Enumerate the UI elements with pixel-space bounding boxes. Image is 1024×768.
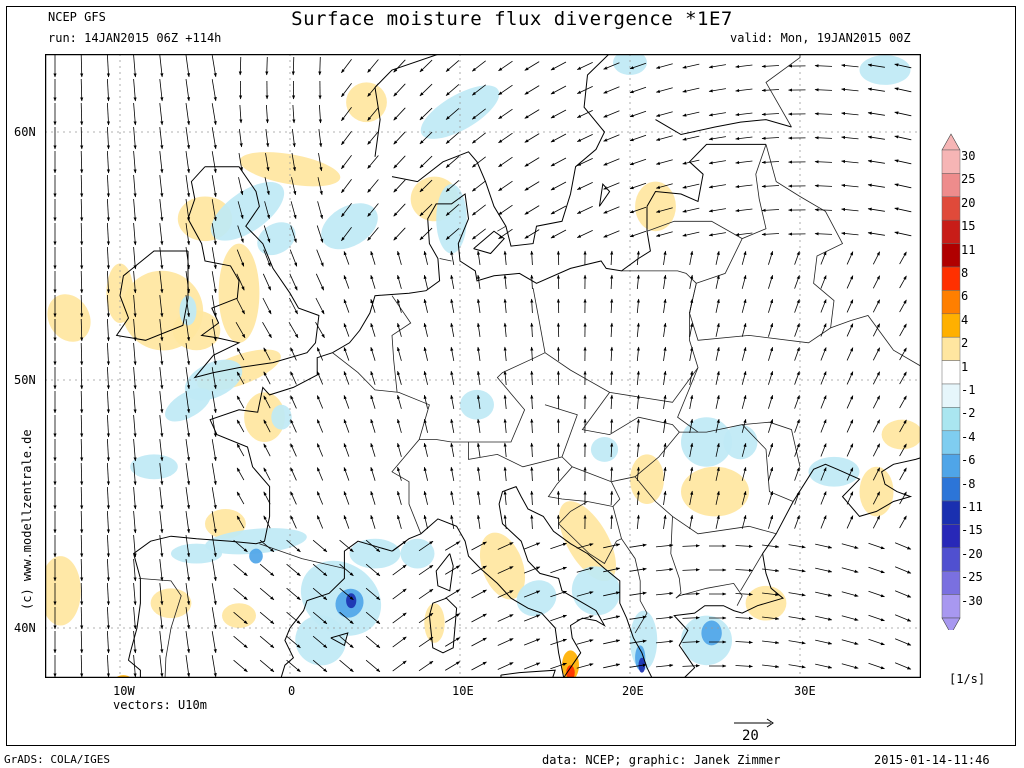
units-label: [1/s] [949,672,986,686]
legend-label: -6 [961,453,976,468]
legend-label: -2 [961,406,976,421]
legend-swatch [941,430,961,455]
lon-label-10e: 10E [452,684,474,698]
legend-swatch [941,243,961,268]
lon-label-20e: 20E [622,684,644,698]
legend-cap-top [941,133,961,151]
legend-swatch [941,149,961,174]
footer-right: 2015-01-14-11:46 [874,753,990,767]
scale-arrow-label: 20 [742,728,759,744]
footer-center: data: NCEP; graphic: Janek Zimmer [542,753,781,767]
legend-swatch [941,477,961,502]
plot-title: Surface moisture flux divergence *1E7 [291,8,733,30]
legend-label: 11 [961,242,976,257]
legend-label: -1 [961,383,976,397]
legend-swatch [941,524,961,549]
legend-label: -8 [961,476,976,491]
footer-left: GrADS: COLA/IGES [4,753,110,766]
legend-label: 20 [961,195,976,210]
lon-label-30e: 30E [794,684,816,698]
divergence-shading [45,54,921,678]
credit-vertical: (c) www.modellzentrale.de [20,429,34,610]
legend-label: 1 [961,359,969,374]
legend-label: 4 [961,312,969,327]
map-border [45,54,921,678]
scale-arrow-icon [734,718,774,728]
legend-swatch [941,547,961,572]
legend-swatch [941,173,961,198]
plot-frame [6,6,1016,746]
legend-label: -4 [961,429,976,444]
legend-swatch [941,500,961,525]
color-legend [941,133,961,630]
legend-label: 15 [961,219,976,234]
legend-label: -11 [961,500,983,514]
legend-label: 2 [961,336,969,351]
lat-label-60n: 60N [14,125,36,139]
legend-swatch [941,196,961,221]
legend-swatch [941,290,961,315]
legend-swatch [941,570,961,595]
lon-label-0: 0 [288,684,296,698]
legend-label: -15 [961,523,983,538]
legend-swatch [941,219,961,244]
map-panel [45,54,921,678]
run-label: run: 14JAN2015 06Z +114h [48,31,222,45]
legend-swatch [941,266,961,291]
legend-swatch [941,313,961,338]
model-label: NCEP GFS [48,10,106,24]
legend-swatch [941,383,961,408]
legend-label: 25 [961,172,976,187]
legend-label: -25 [961,570,983,585]
lon-label-10w: 10W [113,684,135,698]
legend-label: -20 [961,546,983,561]
lat-label-40n: 40N [14,621,36,635]
legend-swatch [941,594,961,619]
legend-cap-bottom [941,617,961,630]
lat-label-50n: 50N [14,373,36,387]
legend-label: 30 [961,149,976,163]
legend-swatch [941,336,961,361]
legend-label: -30 [961,593,983,608]
legend-label: 8 [961,266,969,280]
map-background [45,54,921,678]
legend-label: 6 [961,289,969,304]
valid-label: valid: Mon, 19JAN2015 00Z [730,31,911,45]
legend-swatch [941,360,961,385]
vectors-label: vectors: U10m [113,698,207,712]
legend-swatch [941,407,961,432]
legend-swatch [941,453,961,478]
wind-vectors [53,54,912,678]
graticule [45,54,921,678]
